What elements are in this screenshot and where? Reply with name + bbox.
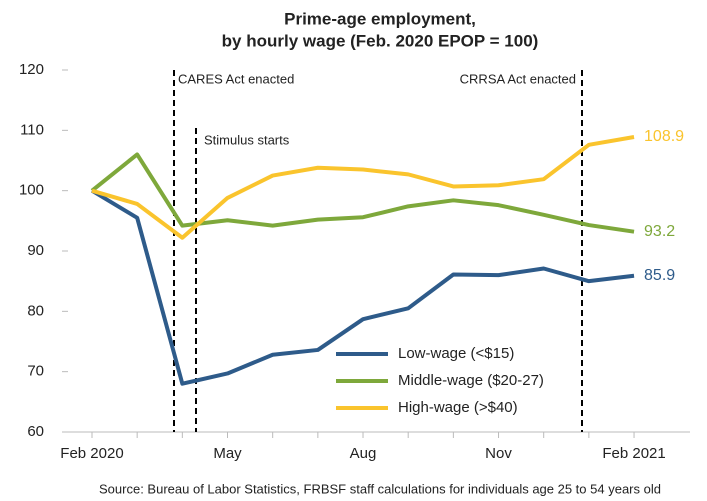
- end-value-label: 108.9: [644, 128, 684, 145]
- annotation-label: CARES Act enacted: [178, 71, 294, 86]
- x-tick-label: May: [213, 445, 242, 462]
- end-value-label: 93.2: [644, 223, 675, 240]
- legend-label: Low-wage (<$15): [398, 345, 514, 362]
- end-value-label: 85.9: [644, 267, 675, 284]
- y-tick-label: 70: [27, 363, 44, 380]
- x-tick-label: Nov: [485, 445, 512, 462]
- series-line: [90, 152, 635, 234]
- x-tick-label: Feb 2020: [60, 445, 123, 462]
- y-tick-label: 60: [27, 423, 44, 440]
- annotation-label: CRRSA Act enacted: [460, 71, 576, 86]
- x-tick-label: Aug: [350, 445, 377, 462]
- source-note: Source: Bureau of Labor Statistics, FRBS…: [99, 481, 661, 496]
- legend-label: Middle-wage ($20-27): [398, 372, 544, 389]
- annotation-label: Stimulus starts: [204, 132, 290, 147]
- chart-subtitle: by hourly wage (Feb. 2020 EPOP = 100): [222, 31, 539, 50]
- series-line: [90, 188, 635, 386]
- y-tick-label: 120: [19, 61, 44, 78]
- y-tick-label: 110: [20, 121, 44, 138]
- y-tick-label: 100: [19, 182, 44, 199]
- y-tick-label: 80: [27, 302, 44, 319]
- x-tick-label: Feb 2021: [602, 445, 665, 462]
- y-tick-label: 90: [27, 242, 44, 259]
- chart-title: Prime-age employment,: [284, 9, 476, 28]
- series-line: [91, 134, 635, 240]
- legend-label: High-wage (>$40): [398, 399, 518, 416]
